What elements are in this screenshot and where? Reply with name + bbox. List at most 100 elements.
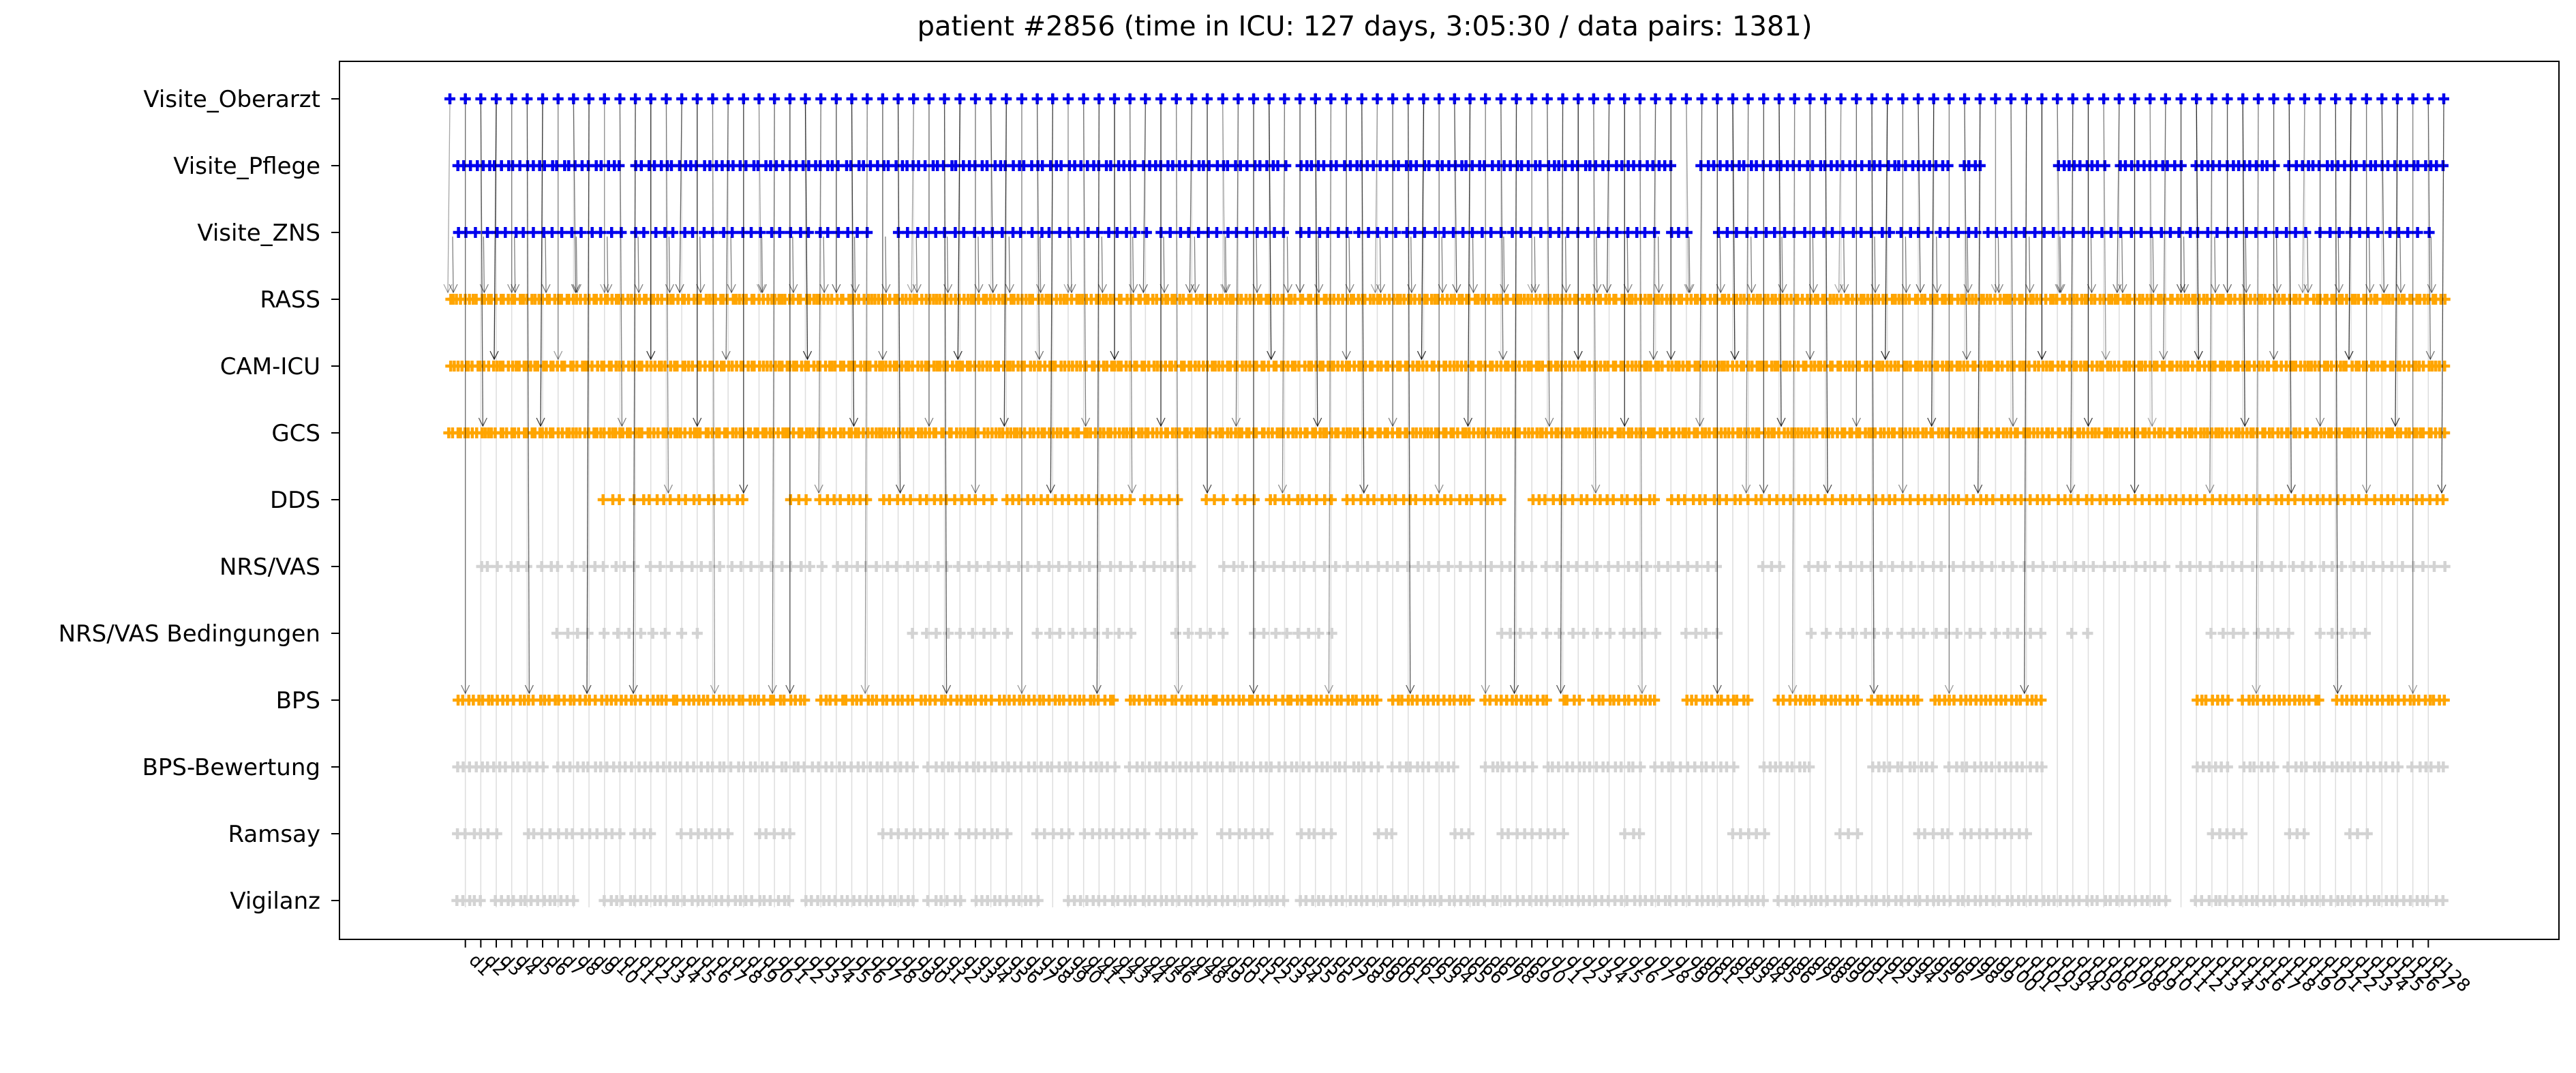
data-point (737, 494, 748, 505)
data-point (1230, 227, 1242, 238)
data-point (2096, 227, 2108, 238)
data-point (891, 561, 903, 572)
data-point (676, 93, 688, 104)
data-point (2007, 561, 2018, 572)
data-point (1043, 561, 1055, 572)
data-point (1125, 628, 1137, 639)
data-point (1232, 93, 1244, 104)
data-point (1016, 93, 1027, 104)
data-point (1109, 93, 1120, 104)
data-point (1140, 227, 1152, 238)
data-point (575, 227, 587, 238)
data-point (1093, 93, 1105, 104)
series-rass (445, 294, 2451, 305)
data-point (954, 628, 966, 639)
data-point (2391, 93, 2403, 104)
data-point (1485, 561, 1497, 572)
data-point (1806, 628, 1817, 639)
data-point (1054, 227, 1065, 238)
data-point (2437, 494, 2449, 505)
data-point (1699, 494, 1711, 505)
data-point (860, 561, 872, 572)
data-point (1412, 561, 1424, 572)
data-point (1672, 561, 1684, 572)
data-point (2048, 561, 2060, 572)
data-point (1680, 628, 1692, 639)
data-point (1942, 227, 1954, 238)
data-point (1464, 93, 1476, 104)
data-point (1727, 93, 1738, 104)
data-point (2020, 93, 2032, 104)
data-point (1111, 227, 1123, 238)
data-point (1342, 227, 1353, 238)
pair-arrow (761, 236, 763, 293)
data-point (1913, 93, 1924, 104)
data-point (562, 628, 573, 639)
pair-arrow (1626, 236, 1628, 293)
data-point (2305, 561, 2317, 572)
data-point (1940, 628, 1952, 639)
data-point (851, 227, 863, 238)
data-point (1294, 93, 1306, 104)
data-point (2211, 227, 2223, 238)
data-point (1288, 561, 1300, 572)
data-point (1742, 93, 1754, 104)
data-point (1043, 227, 1055, 238)
pair-arrow (1905, 236, 1907, 293)
data-point (1504, 561, 1516, 572)
pair-arrow (699, 236, 701, 293)
data-point (2020, 828, 2032, 839)
data-point (491, 561, 503, 572)
data-point (2299, 93, 2310, 104)
data-point (598, 93, 610, 104)
data-point (1952, 628, 1963, 639)
data-point (1325, 93, 1337, 104)
data-point (1079, 628, 1091, 639)
data-point (1211, 227, 1222, 238)
data-point (1913, 227, 1924, 238)
data-point (1392, 561, 1404, 572)
data-point (1883, 227, 1895, 238)
pair-arrow (1318, 236, 1320, 293)
data-point (1326, 628, 1337, 639)
data-point (1372, 93, 1383, 104)
data-point (1562, 227, 1573, 238)
data-point (1558, 828, 1569, 839)
data-point (1895, 227, 1907, 238)
series-dds (597, 494, 2449, 505)
data-point (1603, 93, 1615, 104)
data-point (1164, 227, 1176, 238)
data-point (2439, 361, 2451, 372)
data-point (938, 828, 950, 839)
pair-arrow (447, 102, 451, 293)
data-point (2005, 93, 2017, 104)
data-point (2330, 93, 2342, 104)
data-point (2402, 227, 2414, 238)
data-point (1281, 628, 1292, 639)
data-point (1887, 561, 1898, 572)
data-point (1866, 93, 1878, 104)
data-point (691, 628, 703, 639)
data-point (1047, 93, 1059, 104)
data-point (1612, 561, 1624, 572)
data-point (1591, 561, 1603, 572)
data-point (1319, 561, 1331, 572)
data-point (958, 227, 969, 238)
pair-arrow (1688, 236, 1691, 293)
data-point (1003, 561, 1014, 572)
data-point (954, 93, 966, 104)
pair-arrow (2183, 236, 2185, 293)
data-point (584, 93, 595, 104)
data-point (1917, 561, 1928, 572)
y-tick-label: NRS/VAS Bedingungen (59, 620, 320, 648)
data-point (1581, 561, 1592, 572)
data-point (723, 93, 734, 104)
data-point (2018, 227, 2030, 238)
data-point (785, 561, 796, 572)
data-point (1819, 561, 1831, 572)
data-point (568, 93, 579, 104)
data-point (766, 561, 777, 572)
data-point (877, 93, 888, 104)
data-point (800, 494, 812, 505)
data-point (2222, 761, 2233, 772)
